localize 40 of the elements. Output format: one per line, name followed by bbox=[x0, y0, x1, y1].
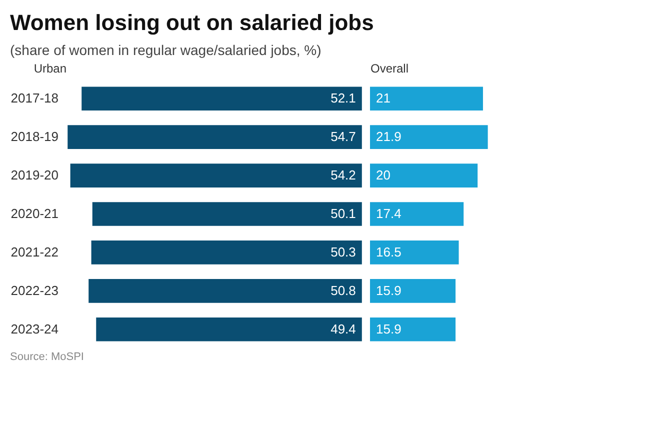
data-label: 15.9 bbox=[376, 321, 402, 336]
x-axis-title: Urban bbox=[34, 62, 66, 76]
data-label: 49.4 bbox=[330, 321, 356, 336]
bar bbox=[88, 279, 362, 303]
bar bbox=[70, 164, 362, 188]
y-tick-label: 2020-21 bbox=[10, 206, 58, 221]
bar bbox=[370, 164, 478, 188]
bar bbox=[370, 202, 464, 226]
y-tick-label: 2019-20 bbox=[10, 168, 58, 183]
chart-title: Women losing out on salaried jobs bbox=[10, 10, 375, 36]
bar bbox=[68, 125, 362, 149]
data-label: 21 bbox=[376, 90, 390, 106]
data-label: 54.7 bbox=[330, 129, 356, 144]
data-label: 50.1 bbox=[330, 206, 356, 221]
y-tick-label: 2022-23 bbox=[10, 282, 58, 298]
y-tick-label: 2021-22 bbox=[10, 244, 58, 260]
bar bbox=[370, 279, 456, 303]
source-note: Source: MoSPI bbox=[10, 351, 85, 363]
y-tick-label: 2023-24 bbox=[10, 321, 58, 336]
bar bbox=[91, 240, 362, 264]
x-axis-title: Overall bbox=[370, 62, 409, 76]
bar bbox=[370, 317, 456, 342]
data-label: 20 bbox=[376, 168, 390, 183]
y-tick-label: 2017-18 bbox=[10, 90, 58, 106]
data-label: 50.8 bbox=[330, 282, 356, 298]
y-tick-label: 2018-19 bbox=[10, 129, 58, 144]
data-label: 52.1 bbox=[330, 90, 356, 106]
bar bbox=[82, 86, 362, 111]
bar bbox=[370, 240, 459, 264]
data-label: 17.4 bbox=[376, 206, 402, 221]
bar bbox=[96, 317, 362, 342]
data-label: 16.5 bbox=[376, 244, 402, 260]
bar bbox=[370, 125, 488, 149]
data-label: 54.2 bbox=[330, 168, 356, 183]
data-label: 21.9 bbox=[376, 129, 402, 144]
bar bbox=[92, 202, 362, 226]
chart-subtitle: (share of women in regular wage/salaried jobs, %) bbox=[10, 42, 322, 58]
bar bbox=[370, 86, 483, 111]
data-label: 50.3 bbox=[330, 244, 356, 260]
data-label: 15.9 bbox=[376, 282, 402, 298]
